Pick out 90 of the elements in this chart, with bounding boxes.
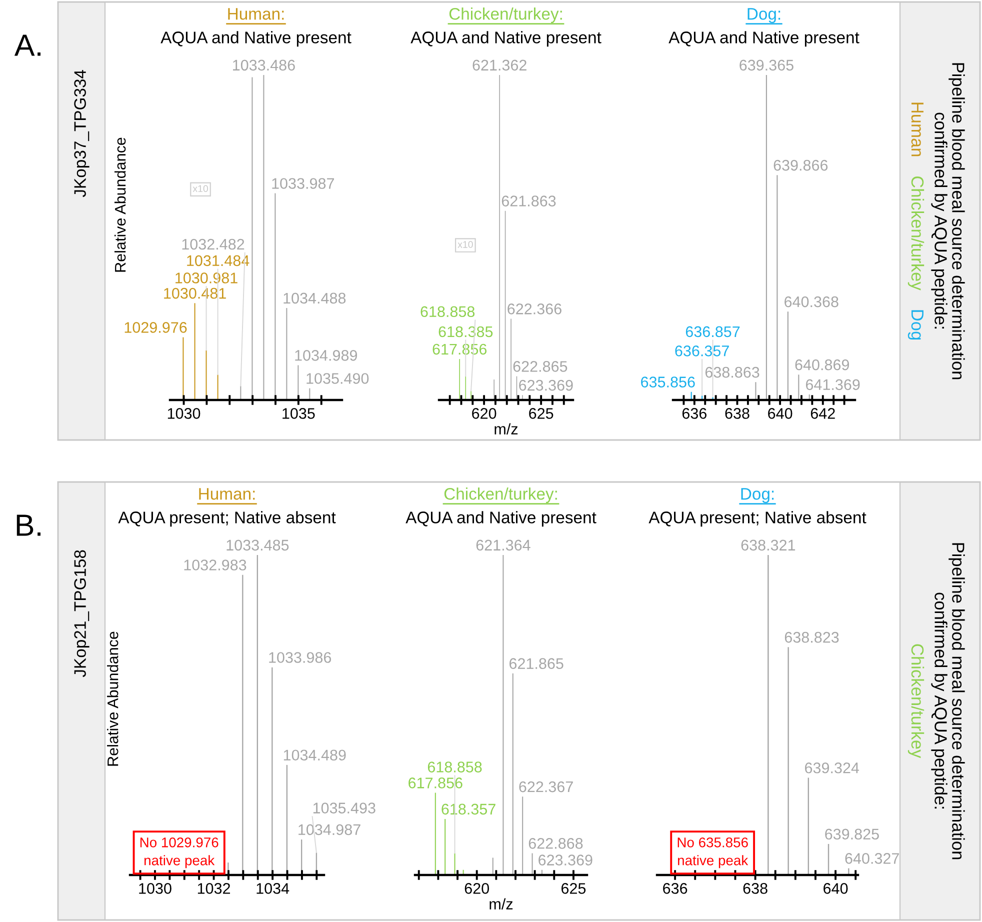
x-tick-label: 636	[682, 408, 706, 419]
text: JKop21_TPG158	[74, 550, 90, 678]
annotation: 1034.987	[298, 824, 360, 836]
legend-label: Dog	[908, 310, 924, 340]
annotation: 622.367	[519, 781, 573, 792]
annotation: 639.324	[805, 762, 860, 774]
annotation: 1033.486	[233, 60, 295, 71]
annotation: 640.368	[784, 296, 838, 308]
annotation: 1035.493	[313, 802, 376, 814]
annotation: 640.327	[845, 853, 899, 864]
annotation: 618.385	[438, 326, 493, 338]
text: Pipeline blood meal source determination confirmed by AQUA peptide:	[931, 543, 965, 860]
annotation: 623.369	[519, 380, 573, 391]
chart-subtitle: AQUA and Native present	[406, 511, 596, 527]
annotation: 621.364	[476, 540, 530, 551]
chart-subtitle: AQUA and Native present	[668, 31, 860, 47]
annotation: 638.823	[784, 632, 839, 643]
annotation: 621.362	[472, 60, 526, 71]
chart-title: Human:	[228, 8, 284, 20]
annotation: 1034.989	[295, 350, 358, 361]
annotation: 622.366	[508, 304, 562, 314]
annotation: No 1029.976 native peak	[140, 838, 218, 868]
chart-subtitle: AQUA present; Native absent	[118, 511, 336, 527]
x-tick-label: 1034	[256, 883, 290, 894]
annotation: 1034.488	[284, 292, 346, 304]
annotation: 1030.481	[164, 288, 226, 299]
legend-label: Human	[911, 102, 924, 156]
annotation: 622.868	[528, 838, 583, 849]
annotation: 1033.986	[269, 652, 332, 663]
x-axis-title: m/z	[494, 423, 518, 434]
text: B.	[16, 514, 40, 536]
annotation: 1035.490	[306, 373, 369, 384]
x-tick-label: 1035	[282, 408, 315, 419]
annotation: 638.863	[705, 366, 760, 378]
annotation: 622.865	[513, 361, 568, 372]
x-tick-label: 640	[824, 883, 848, 894]
chart-subtitle: AQUA and Native present	[160, 31, 352, 47]
annotation: 638.321	[741, 540, 796, 551]
annotation: 1030.981	[176, 272, 238, 284]
x-tick-label: 625	[562, 883, 586, 894]
text: Pipeline blood meal source determination confirmed by AQUA peptide:	[931, 63, 965, 380]
legend-label: Chicken/turkey	[908, 644, 924, 758]
chart-subtitle: AQUA and Native present	[410, 31, 602, 47]
x-tick-label: 625	[529, 408, 554, 419]
x-tick-label: 638	[725, 408, 750, 419]
y-axis-title: Relative Abundance	[114, 138, 126, 272]
annotation: 1032.482	[182, 238, 244, 250]
x-tick-label: 638	[743, 883, 768, 894]
legend-label: Chicken/turkey	[908, 176, 924, 290]
annotation: 641.369	[806, 379, 860, 390]
annotation: 635.856	[641, 376, 695, 388]
chart-title: Dog:	[748, 8, 780, 24]
x-tick-label: 620	[472, 408, 496, 419]
annotation: 621.865	[509, 658, 564, 669]
annotation: 636.857	[686, 326, 740, 338]
annotation: 639.365	[740, 60, 794, 71]
x-tick-label: 640	[768, 408, 792, 419]
x-tick-label: 1030	[139, 883, 172, 894]
x-tick-label: 1032	[198, 883, 230, 894]
x-tick-label: 642	[810, 408, 835, 419]
x-axis-title: m/z	[490, 898, 513, 910]
annotation: 617.856	[408, 778, 462, 788]
annotation: 1034.489	[284, 750, 346, 761]
annotation: 618.357	[442, 804, 496, 815]
y-axis-title: Relative Abundance	[107, 632, 118, 766]
annotation: 618.858	[420, 306, 475, 318]
annotation: 623.369	[538, 854, 592, 866]
annotation: 639.866	[774, 160, 828, 171]
annotation: 1031.484	[187, 255, 250, 266]
annotation: 1033.485	[226, 540, 289, 551]
chart-title: Human:	[199, 488, 255, 500]
annotation: 1033.987	[272, 178, 334, 189]
x-tick-label: 620	[464, 883, 489, 894]
annotation: No 635.856 native peak	[678, 838, 748, 868]
annotation: 1029.976	[124, 322, 187, 333]
chart-title: Chicken/turkey:	[449, 8, 562, 24]
annotation: 636.357	[675, 346, 729, 356]
x-tick-label: 1030	[168, 408, 200, 419]
annotation: 618.858	[428, 762, 482, 772]
annotation: 621.863	[502, 196, 556, 206]
annotation: 639.825	[825, 828, 879, 840]
annotation: 640.869	[795, 359, 849, 370]
annotation: 1032.983	[184, 560, 246, 570]
x-tick-label: 636	[663, 883, 688, 894]
text: A.	[14, 34, 40, 56]
text: JKop37_TPG334	[74, 70, 90, 198]
chart-subtitle: AQUA present; Native absent	[648, 511, 866, 527]
chart-title: Dog:	[741, 488, 774, 504]
chart-title: Chicken/turkey:	[444, 488, 557, 504]
annotation: 617.856	[432, 344, 487, 355]
